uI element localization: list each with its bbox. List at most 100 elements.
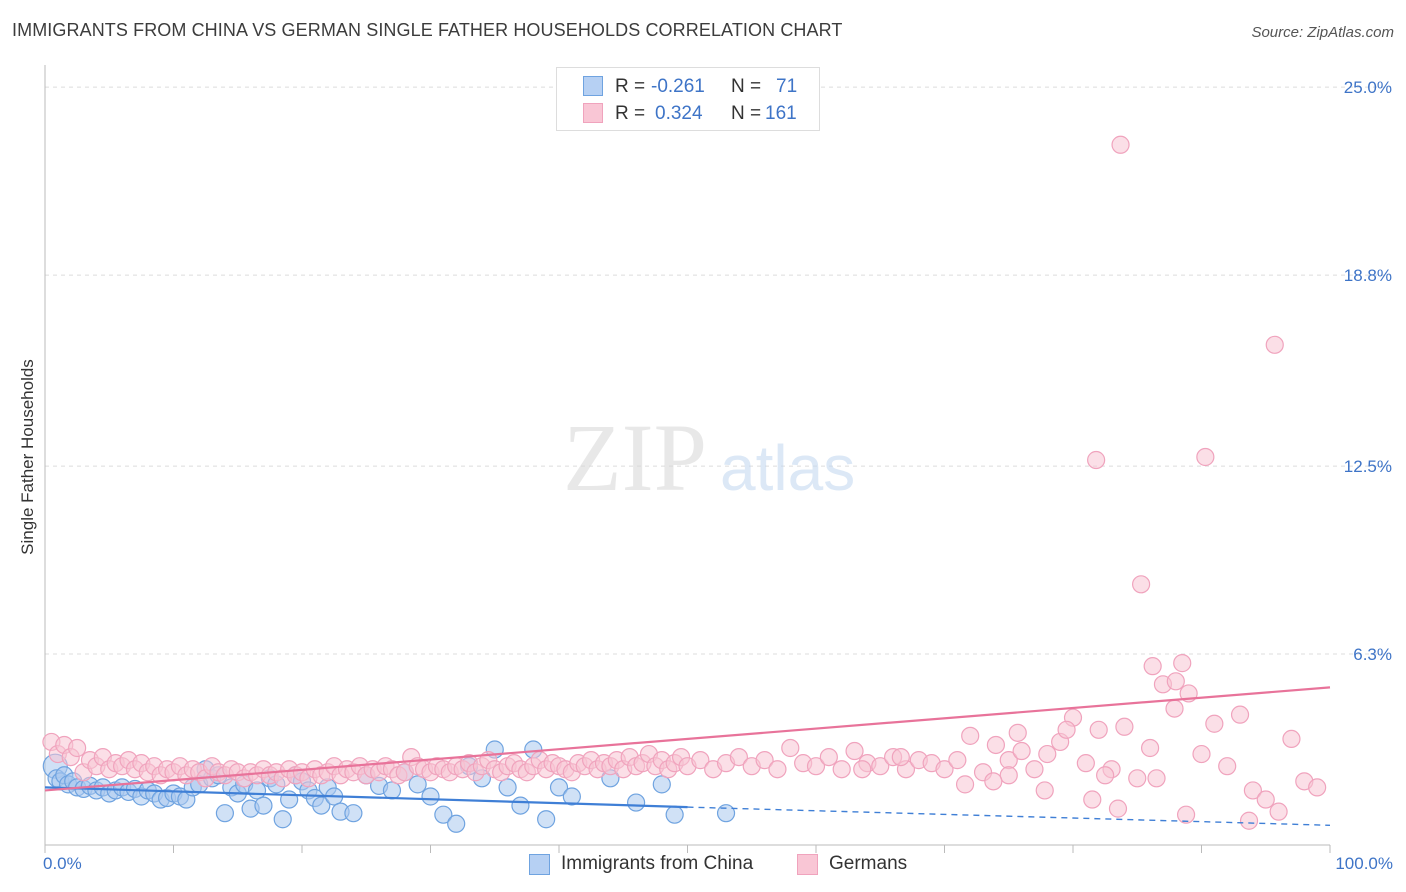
watermark-atlas: atlas — [720, 432, 855, 504]
germans-point — [999, 766, 1018, 785]
germans-point — [961, 726, 980, 745]
germans-point — [1076, 754, 1095, 773]
n-value: 161 — [765, 103, 797, 124]
germans-point — [1008, 723, 1027, 742]
germans-point — [1166, 672, 1185, 691]
germans-point — [781, 738, 800, 758]
germans-point — [891, 747, 910, 767]
germans-point — [845, 741, 864, 761]
china-point — [312, 796, 331, 815]
r-value: 0.324 — [655, 103, 703, 124]
tick-labels: 6.3% 12.5% 18.8% 25.0% 0.0% 100.0% — [43, 78, 1393, 873]
germans-point — [1176, 805, 1196, 824]
germans-point — [729, 747, 749, 767]
china-point — [434, 805, 453, 824]
germans-point — [871, 757, 890, 776]
germans-point — [755, 751, 774, 770]
china-point — [652, 775, 671, 794]
grid-layer — [45, 86, 1390, 655]
germans-point — [1143, 657, 1162, 676]
germans-point — [1256, 790, 1275, 809]
x-tick-label: 0.0% — [43, 854, 82, 873]
germans-point — [1057, 720, 1076, 739]
china-point — [280, 790, 299, 809]
germans-point — [819, 747, 838, 767]
china-point — [344, 804, 363, 823]
chart-title: IMMIGRANTS FROM CHINA VS GERMAN SINGLE F… — [12, 20, 843, 40]
germans-point — [1205, 714, 1224, 733]
stats-legend: R = -0.261 N = 71 R = 0.324 N = 161 — [556, 67, 820, 131]
china-point — [549, 778, 569, 797]
china-point — [537, 810, 556, 829]
legend-label-germans: Germans — [829, 853, 908, 874]
x-tick-label: 100.0% — [1335, 854, 1393, 873]
axis-layer — [44, 65, 1331, 853]
germans-point — [1012, 741, 1031, 761]
germans-point — [1239, 811, 1259, 830]
germans-point — [1196, 447, 1215, 467]
germans-point — [1115, 717, 1134, 736]
germans-point — [1265, 335, 1284, 354]
china-point — [254, 796, 273, 815]
germans-point — [1087, 450, 1106, 470]
y-axis-label: Single Father Households — [18, 359, 37, 555]
germans-point — [1096, 766, 1115, 785]
germans-point — [1269, 802, 1288, 821]
r-value: -0.261 — [651, 76, 705, 97]
germans-point — [984, 772, 1003, 791]
germans-point — [1147, 769, 1166, 788]
trend-layer — [44, 686, 1331, 826]
germans-point — [1282, 729, 1301, 749]
china-point — [215, 804, 234, 823]
germans-point — [1218, 757, 1237, 776]
source-label: Source: ZipAtlas.com — [1251, 24, 1394, 41]
germans-point — [1308, 778, 1327, 797]
china-point — [498, 778, 517, 797]
germans-point — [1173, 654, 1192, 673]
legend-swatch-germans — [797, 854, 818, 875]
germans-point — [853, 760, 872, 779]
china-point — [716, 804, 736, 823]
germans-point — [1083, 790, 1102, 809]
germans-point — [1165, 699, 1184, 718]
germans-point — [691, 751, 710, 770]
germans-point — [1140, 738, 1160, 758]
germans-point — [948, 751, 967, 770]
n-label: N = — [731, 76, 762, 97]
r-label: R = — [615, 103, 646, 124]
germans-point — [806, 757, 826, 776]
germans-point — [68, 738, 87, 758]
watermark-zip: ZIP — [563, 404, 707, 511]
china-point — [382, 781, 402, 800]
china-point — [511, 796, 530, 815]
n-label: N = — [731, 103, 762, 124]
germans-point — [1243, 781, 1263, 800]
germans-point — [1111, 135, 1130, 154]
china-trend-extension — [687, 806, 1331, 826]
germans-point — [1035, 781, 1054, 800]
germans-point — [832, 760, 851, 779]
china-point — [626, 793, 646, 812]
germans-point — [768, 760, 787, 779]
legend-swatch-germans — [583, 103, 603, 123]
china-point — [408, 775, 427, 794]
germans-point — [1128, 769, 1147, 788]
legend-swatch-china — [529, 854, 550, 875]
china-point — [665, 805, 684, 824]
germans-point — [1089, 720, 1108, 739]
china-point — [273, 810, 292, 829]
legend-swatch-china — [583, 76, 603, 96]
germans-point — [935, 760, 954, 779]
germans-point — [1038, 744, 1057, 764]
y-tick-label: 18.8% — [1344, 266, 1392, 285]
y-tick-label: 12.5% — [1344, 457, 1392, 476]
china-point — [447, 814, 466, 833]
germans-point — [955, 775, 975, 794]
legend-label-china: Immigrants from China — [561, 853, 754, 874]
germans-point — [986, 735, 1006, 755]
china-trend-line — [44, 786, 688, 809]
china-point — [421, 787, 440, 806]
china-point — [247, 781, 267, 800]
china-point — [562, 787, 581, 806]
